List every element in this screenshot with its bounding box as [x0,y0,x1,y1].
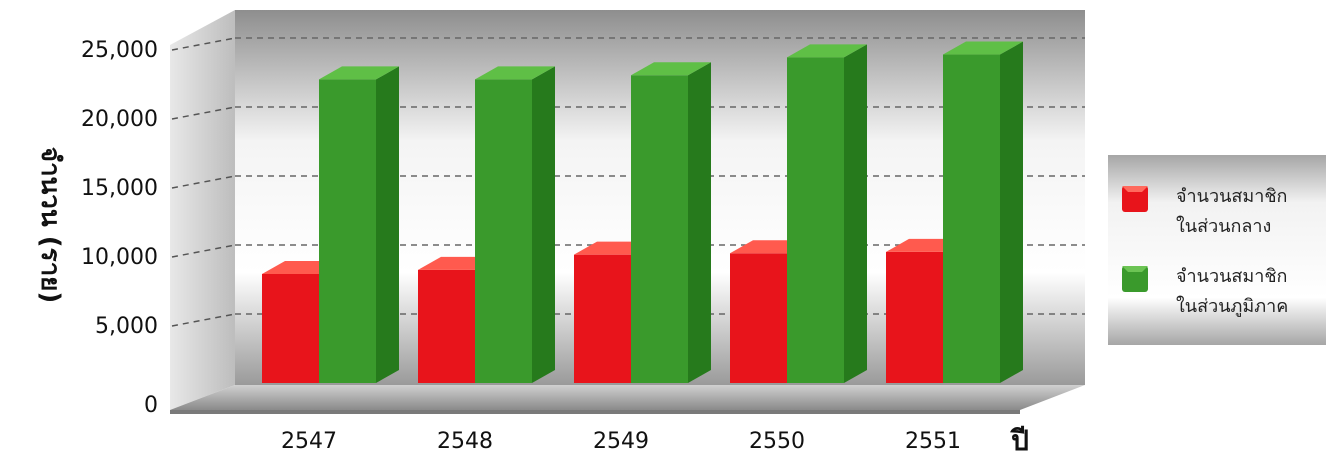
x-tick-label: 2549 [593,429,649,454]
bar-front [943,54,1000,384]
legend-swatch-central-highlight [1122,186,1148,192]
bar-side [1000,41,1023,384]
bar-side [532,66,555,384]
bar-front [418,269,475,383]
bar-front [886,251,943,383]
y-tick-label: 5,000 [95,314,158,339]
bar-side [844,44,867,383]
bar-front [319,79,376,384]
bar-front [262,273,319,383]
y-tick-label: 20,000 [81,107,158,132]
y-tick-label: 10,000 [81,245,158,270]
bar-front [574,254,631,383]
y-axis-title: จำนวน (ราย) [35,147,65,304]
bar-front [730,253,787,383]
bar-top [475,66,555,80]
legend-swatch-regional-highlight [1122,266,1148,272]
legend-swatch-central [1122,186,1148,212]
bar-front [631,75,688,383]
legend-label-central-line1: จำนวนสมาชิก [1176,186,1287,207]
x-tick-label: 2551 [905,429,961,454]
chart-floor [170,385,1085,410]
bar-top [319,66,399,80]
y-tick-label: 0 [144,393,158,418]
bar-regional-2547 [319,66,399,384]
bar-front [787,57,844,383]
chart-floor-front [170,410,1020,414]
legend-label-regional-line2: ในส่วนภูมิภาค [1176,295,1288,317]
bar-top [787,44,867,58]
x-axis-title: ปี [1009,424,1029,455]
y-tick-label: 15,000 [81,176,158,201]
x-tick-label: 2550 [749,429,805,454]
legend-swatch-regional [1122,266,1148,292]
x-tick-label: 2548 [437,429,493,454]
bar-top [631,62,711,76]
bar-regional-2548 [475,66,555,384]
bar-side [376,66,399,384]
bar-side [688,62,711,383]
legend-label-regional-line1: จำนวนสมาชิก [1176,266,1287,287]
bar-front [475,79,532,384]
legend: จำนวนสมาชิก ในส่วนกลาง จำนวนสมาชิก ในส่ว… [1108,155,1326,345]
bar-regional-2549 [631,62,711,383]
legend-label-central-line2: ในส่วนกลาง [1176,215,1271,237]
bar-regional-2551 [943,41,1023,384]
chart-side-wall [170,10,235,410]
bar-top [943,41,1023,55]
bar-regional-2550 [787,44,867,383]
y-tick-label: 25,000 [81,38,158,63]
x-tick-label: 2547 [281,429,337,454]
